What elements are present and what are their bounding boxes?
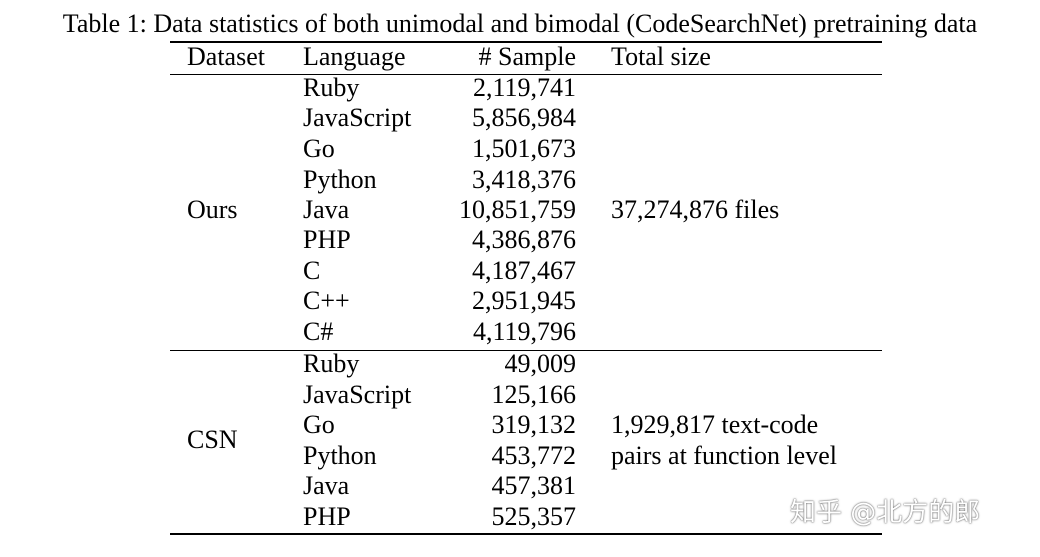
language-cell: JavaScript [303, 380, 412, 409]
sample-cell: 49,009 [504, 349, 577, 378]
dataset-label-ours: Ours [187, 195, 238, 224]
total-size-csn-line2: pairs at function level [611, 441, 837, 470]
sample-cell: 125,166 [491, 380, 577, 409]
header-total-size: Total size [611, 42, 711, 71]
language-cell: Python [303, 441, 377, 470]
language-cell: Java [303, 195, 350, 224]
total-size-ours: 37,274,876 files [611, 195, 780, 224]
language-cell: Go [303, 410, 335, 439]
sample-cell: 10,851,759 [459, 195, 576, 224]
language-cell: Java [303, 471, 350, 500]
language-cell: JavaScript [303, 103, 412, 132]
sample-cell: 4,187,467 [472, 256, 576, 285]
sample-cell: 319,132 [491, 410, 577, 439]
sample-cell: 453,772 [491, 441, 577, 470]
sample-cell: 4,119,796 [472, 317, 576, 346]
header-dataset: Dataset [187, 42, 265, 71]
total-size-csn-line1: 1,929,817 text-code [611, 410, 819, 439]
language-cell: PHP [303, 225, 351, 254]
language-cell: C++ [303, 286, 350, 315]
dataset-label-csn: CSN [187, 425, 238, 454]
language-cell: C# [303, 317, 334, 346]
sample-cell: 5,856,984 [472, 103, 576, 132]
language-cell: Go [303, 134, 335, 163]
group-rule [170, 350, 882, 351]
sample-cell: 2,119,741 [472, 73, 576, 102]
sample-cell: 2,951,945 [472, 286, 576, 315]
sample-cell: 3,418,376 [472, 165, 576, 194]
sample-cell: 1,501,673 [472, 134, 576, 163]
sample-cell: 525,357 [491, 502, 577, 531]
language-cell: C [303, 256, 321, 285]
header-rule [170, 74, 882, 75]
language-cell: PHP [303, 502, 351, 531]
table-bottom-rule [170, 533, 882, 535]
table-caption: Table 1: Data statistics of both unimoda… [62, 9, 978, 38]
sample-cell: 4,386,876 [472, 225, 576, 254]
language-cell: Python [303, 165, 377, 194]
header-sample: # Sample [478, 42, 577, 71]
table-top-rule [170, 41, 882, 43]
language-cell: Ruby [303, 349, 360, 378]
watermark: 知乎 @北方的郎 [790, 498, 981, 528]
language-cell: Ruby [303, 73, 360, 102]
header-language: Language [303, 42, 406, 71]
sample-cell: 457,381 [491, 471, 577, 500]
